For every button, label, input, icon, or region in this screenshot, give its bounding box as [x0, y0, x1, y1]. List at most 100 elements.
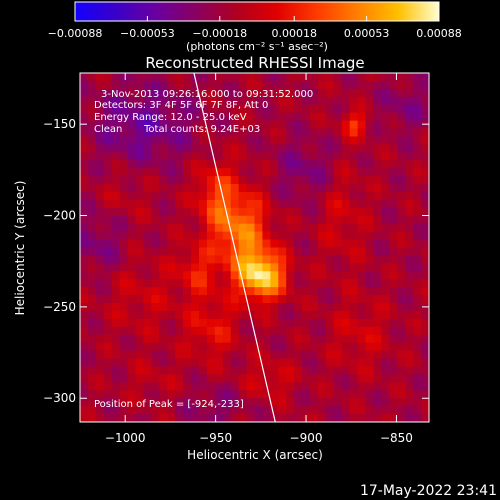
heatmap-cell [310, 295, 319, 304]
heatmap-cell [294, 303, 303, 312]
heatmap-cell [381, 310, 390, 320]
heatmap-cell [397, 239, 406, 249]
heatmap-cell [397, 191, 406, 201]
heatmap-cell [286, 96, 295, 106]
heatmap-cell [143, 350, 152, 360]
heatmap-cell [421, 398, 429, 407]
heatmap-cell [206, 136, 216, 145]
heatmap-cell [365, 255, 375, 264]
heatmap-cell [87, 136, 97, 145]
colorbar-tick-label: −0.00018 [192, 27, 247, 40]
heatmap-cell [341, 279, 351, 288]
heatmap-cell [421, 215, 429, 225]
heatmap-cell [286, 342, 295, 352]
heatmap-cell [95, 358, 105, 368]
heatmap-cell [167, 326, 176, 336]
heatmap-cell [135, 176, 145, 185]
x-tick-label: −950 [199, 431, 232, 445]
heatmap-cell [413, 80, 422, 90]
heatmap-cell [254, 271, 264, 280]
heatmap-cell [111, 168, 121, 177]
heatmap-cell [198, 334, 208, 344]
heatmap-cell [341, 318, 351, 328]
heatmap-cell [286, 168, 295, 177]
heatmap-cell [95, 191, 105, 201]
heatmap-cell [421, 350, 429, 360]
heatmap-cell [151, 271, 160, 280]
heatmap-cell [135, 247, 145, 257]
heatmap-cell [135, 112, 145, 122]
heatmap-cell [389, 112, 398, 122]
heatmap-cell [310, 358, 319, 368]
heatmap-cell [405, 136, 414, 145]
heatmap-cell [151, 374, 160, 383]
heatmap-cell [103, 104, 113, 114]
heatmap-cell [183, 144, 192, 153]
heatmap-cell [175, 184, 184, 193]
heatmap-cell [278, 128, 287, 138]
heatmap-cell [175, 374, 184, 383]
y-tick-label: −250 [43, 300, 76, 314]
heatmap-cell [317, 215, 327, 225]
heatmap-cell [278, 73, 287, 82]
heatmap-cell [302, 160, 311, 169]
heatmap-cell [119, 152, 129, 161]
heatmap-cell [143, 247, 152, 257]
heatmap-cell [111, 279, 121, 288]
heatmap-cell [95, 96, 105, 106]
plot-frame [79, 72, 430, 423]
heatmap-cell [127, 279, 137, 288]
heatmap-cell [135, 80, 145, 90]
heatmap-cell [167, 239, 176, 249]
heatmap-cell [119, 136, 129, 145]
heatmap-cell [111, 88, 121, 98]
heatmap-cell [111, 160, 121, 169]
heatmap-cell [278, 191, 287, 201]
heatmap-cell [246, 160, 256, 169]
heatmap-cell [373, 358, 383, 368]
heatmap-cell [278, 303, 287, 312]
heatmap-cell [143, 215, 152, 225]
heatmap-cell [405, 160, 414, 169]
heatmap-cell [421, 310, 429, 320]
heatmap-cell [262, 168, 271, 177]
heatmap-cell [278, 223, 287, 233]
heatmap-cell [294, 358, 303, 368]
heatmap-cell [294, 160, 303, 169]
heatmap-cell [397, 279, 406, 288]
heatmap-cell [278, 112, 287, 122]
heatmap-cell [198, 112, 208, 122]
heatmap-cell [95, 80, 105, 90]
heatmap-cell [333, 239, 343, 249]
heatmap-cell [127, 263, 137, 272]
heatmap-cell [302, 96, 311, 106]
heatmap-cell [317, 414, 327, 422]
heatmap-cell [206, 382, 216, 391]
heatmap-cell [119, 342, 129, 352]
heatmap-cell [191, 80, 200, 90]
heatmap-cell [341, 104, 351, 114]
heatmap-cell [80, 342, 89, 352]
heatmap-cell [357, 136, 367, 145]
heatmap-cell [111, 223, 121, 233]
heatmap-cell [349, 96, 359, 106]
heatmap-cell [333, 255, 343, 264]
heatmap-cell [198, 223, 208, 233]
heatmap-image [80, 73, 429, 422]
heatmap-cell [246, 414, 256, 422]
heatmap-cell [198, 215, 208, 225]
heatmap-cell [421, 326, 429, 336]
heatmap-cell [111, 112, 121, 122]
heatmap-cell [183, 271, 192, 280]
heatmap-cell [95, 374, 105, 383]
heatmap-cell [135, 215, 145, 225]
heatmap-cell [95, 342, 105, 352]
heatmap-cell [111, 128, 121, 138]
heatmap-cell [381, 168, 390, 177]
heatmap-cell [405, 318, 414, 328]
heatmap-cell [191, 120, 200, 130]
heatmap-cell [262, 350, 271, 360]
heatmap-cell [151, 406, 160, 415]
heatmap-cell [159, 414, 168, 422]
heatmap-cell [159, 318, 168, 328]
